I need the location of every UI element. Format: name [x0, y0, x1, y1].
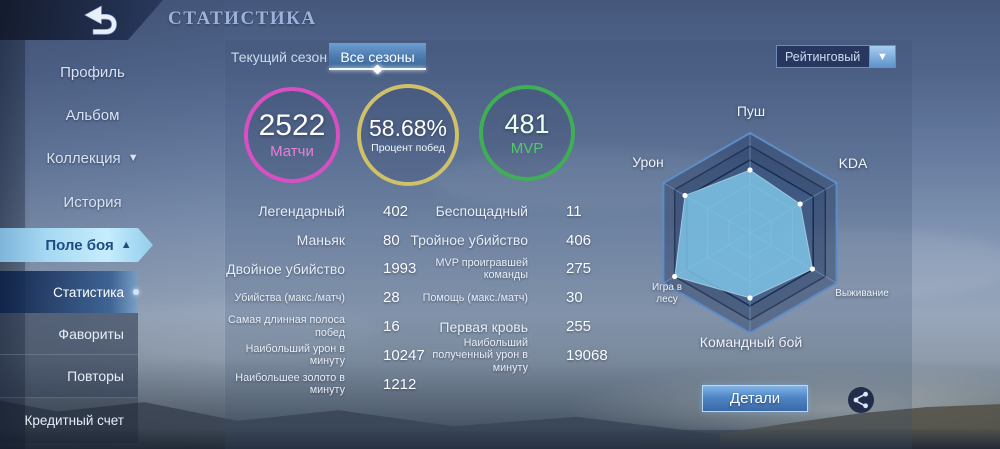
stat-value: 19068 — [566, 346, 608, 364]
chevron-up-icon: ▲ — [120, 239, 132, 251]
stat-row: Наибольший полученный урон в минуту 1906… — [408, 337, 666, 374]
stat-row: Беспощадный 11 — [408, 197, 666, 226]
stat-value: 406 — [566, 231, 592, 249]
sidebar-item-statistics[interactable]: Статистика — [0, 271, 139, 313]
stat-label: Убийства (макс./матч) — [234, 291, 345, 304]
sidebar-item-battlefield[interactable]: Поле боя ▲ — [0, 228, 153, 262]
active-indicator-dot — [133, 289, 139, 295]
stat-row: Наибольший урон в минуту 10247 — [225, 341, 483, 370]
radar-label-kda: KDA — [838, 155, 868, 171]
sidebar-item-profile[interactable]: Профиль — [0, 61, 185, 83]
share-button[interactable] — [848, 387, 874, 413]
winrate-value: 58.68% — [368, 114, 447, 141]
statistics-panel: Текущий сезон Все сезоны Рейтинговый ▼ 2… — [225, 40, 912, 449]
stat-row: Маньяк 80 — [225, 226, 483, 255]
stat-value: 255 — [566, 318, 592, 336]
sidebar-item-collection[interactable]: Коллекция ▼ — [0, 147, 185, 169]
stat-row: Самая длинная полоса побед 16 — [225, 312, 483, 341]
stat-value: 80 — [383, 231, 400, 249]
winrate-label: Процент побед — [371, 141, 445, 154]
details-button[interactable]: Детали — [702, 385, 808, 412]
back-button[interactable] — [72, 4, 128, 37]
radar-label-push: Пуш — [736, 103, 766, 119]
sidebar-item-label: Повторы — [67, 368, 124, 384]
match-type-dropdown[interactable]: Рейтинговый ▼ — [776, 45, 896, 68]
back-arrow-icon — [72, 5, 128, 41]
sidebar-item-favorites[interactable]: Фавориты — [0, 313, 138, 355]
sidebar-item-credit-score[interactable]: Кредитный счет — [0, 397, 138, 443]
stat-row: Тройное убийство 406 — [408, 226, 666, 255]
stat-label: Двойное убийство — [226, 260, 345, 277]
stat-row: Двойное убийство 1993 — [225, 255, 483, 284]
matches-value: 2522 — [258, 109, 326, 142]
radar-chart — [662, 131, 838, 335]
sidebar-item-album[interactable]: Альбом — [0, 104, 185, 126]
stat-value: 11 — [566, 202, 582, 220]
radar-label-jungle: Игра в лесу — [651, 282, 683, 305]
bottom-shadow — [0, 428, 1000, 449]
sidebar-item-label: Фавориты — [58, 325, 124, 342]
stat-label: Наибольшее золото в минуту — [235, 371, 345, 397]
stat-row: Первая кровь 255 — [408, 312, 666, 341]
stat-label: Помощь (макс./матч) — [422, 291, 528, 304]
sidebar-item-label: Коллекция — [46, 149, 121, 167]
matches-label: Матчи — [270, 143, 314, 160]
page-title: СТАТИСТИКА — [168, 8, 317, 29]
stat-label: Легендарный — [258, 203, 345, 220]
stat-label: Тройное убийство — [410, 232, 528, 249]
mvp-value: 481 — [504, 108, 550, 139]
tab-all-seasons[interactable]: Все сезоны — [329, 43, 426, 75]
details-button-label: Детали — [729, 390, 781, 407]
stat-label: Наибольший полученный урон в минуту — [432, 336, 528, 374]
share-icon — [848, 387, 874, 417]
sidebar-item-history[interactable]: История — [0, 191, 185, 213]
sidebar — [0, 0, 224, 449]
radar-dots — [672, 167, 815, 301]
radar-label-survival: Выживание — [835, 288, 889, 299]
stat-label: Самая длинная полоса побед — [227, 314, 345, 339]
stat-value: 1993 — [383, 260, 417, 278]
stat-value: 402 — [383, 202, 409, 220]
winrate-circle: 58.68% Процент побед — [357, 84, 459, 186]
radar-label-teamfight: Командный бой — [699, 334, 803, 350]
stats-column-right: Беспощадный 11 Тройное убийство 406 MVP … — [408, 197, 666, 374]
sidebar-item-label: Профиль — [60, 63, 125, 81]
stat-value: 1212 — [383, 375, 417, 393]
chevron-down-icon[interactable]: ▼ — [869, 46, 895, 67]
active-tab-diamond — [372, 64, 382, 75]
stat-row: MVP проигравшей команды 275 — [408, 255, 666, 284]
stat-row: Помощь (макс./матч) 30 — [408, 283, 666, 312]
stat-value: 30 — [566, 289, 583, 307]
stat-label: Маньяк — [296, 232, 345, 249]
stat-label: MVP проигравшей команды — [435, 256, 528, 281]
stat-value: 28 — [383, 289, 400, 307]
mvp-circle: 481 MVP — [479, 85, 575, 181]
stat-value: 16 — [383, 318, 400, 336]
stat-row: Наибольшее золото в минуту 1212 — [225, 370, 483, 399]
radar-label-damage: Урон — [632, 154, 664, 170]
stat-value: 10247 — [383, 346, 425, 364]
sidebar-item-label: Кредитный счет — [24, 413, 124, 428]
sidebar-item-label: История — [63, 193, 122, 211]
dropdown-selected-value: Рейтинговый — [785, 49, 861, 64]
tab-label: Все сезоны — [340, 48, 415, 65]
tab-current-season[interactable]: Текущий сезон — [230, 43, 328, 70]
chevron-down-icon: ▼ — [127, 152, 139, 164]
sidebar-item-replays[interactable]: Повторы — [0, 355, 138, 397]
tab-label: Текущий сезон — [230, 48, 328, 65]
stat-row: Убийства (макс./матч) 28 — [225, 283, 483, 312]
stat-label: Беспощадный — [435, 203, 528, 220]
matches-circle: 2522 Матчи — [244, 87, 340, 183]
sidebar-item-label: Статистика — [53, 284, 124, 300]
mvp-label: MVP — [510, 139, 544, 157]
stat-label: Наибольший урон в минуту — [245, 342, 345, 368]
stats-column-left: Легендарный 402 Маньяк 80 Двойное убийст… — [225, 197, 483, 399]
sidebar-edge-strip — [0, 0, 25, 449]
stat-label: Первая кровь — [439, 318, 528, 335]
sidebar-item-label: Альбом — [65, 106, 120, 124]
stat-row: Легендарный 402 — [225, 197, 483, 226]
sidebar-item-label: Поле боя — [45, 236, 114, 254]
stat-value: 275 — [566, 260, 592, 278]
